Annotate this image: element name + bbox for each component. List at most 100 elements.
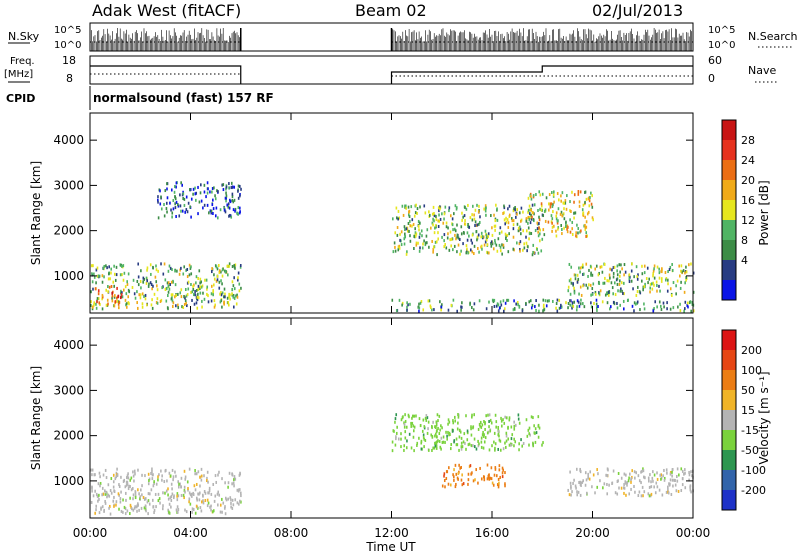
echo-cell (205, 278, 208, 282)
echo-cell (573, 286, 575, 290)
echo-cell (100, 506, 102, 510)
colorbar-swatch (722, 200, 736, 221)
echo-cell (396, 425, 398, 429)
echo-cell (512, 219, 515, 223)
echo-cell (447, 430, 449, 434)
echo-cell (483, 207, 485, 211)
echo-cell (195, 472, 198, 476)
echo-cell (434, 425, 436, 429)
echo-cell (168, 471, 171, 475)
echo-cell (404, 204, 406, 208)
echo-cell (91, 307, 94, 311)
echo-cell (398, 298, 401, 302)
echo-cell (456, 250, 458, 254)
echo-cell (175, 304, 177, 308)
echo-cell (236, 488, 239, 492)
echo-cell (423, 425, 426, 429)
echo-cell (589, 264, 592, 268)
echo-cell (146, 279, 149, 283)
echo-cell (206, 476, 208, 480)
echo-cell (412, 424, 415, 428)
echo-cell (585, 262, 588, 266)
echo-cell (503, 211, 505, 215)
echo-cell (214, 197, 217, 201)
echo-cell (220, 291, 222, 295)
velocity-echoes (90, 413, 694, 516)
echo-cell (584, 483, 587, 487)
echo-cell (621, 289, 623, 293)
echo-cell (124, 512, 127, 516)
echo-cell (591, 485, 593, 489)
echo-cell (435, 425, 437, 429)
echo-cell (499, 245, 502, 249)
echo-cell (531, 253, 534, 257)
echo-cell (133, 506, 136, 510)
echo-region (441, 463, 506, 489)
echo-cell (433, 231, 436, 235)
echo-cell (494, 238, 496, 242)
echo-cell (164, 278, 167, 282)
echo-cell (137, 488, 139, 492)
echo-cell (143, 277, 145, 281)
echo-cell (541, 192, 544, 196)
echo-cell (461, 218, 463, 222)
echo-cell (485, 213, 487, 217)
echo-cell (562, 201, 565, 205)
echo-cell (212, 293, 214, 297)
echo-cell (469, 464, 472, 468)
echo-cell (240, 494, 242, 498)
echo-cell (445, 476, 448, 480)
echo-cell (183, 203, 186, 207)
echo-cell (494, 442, 497, 446)
time-tick-label: 12:00 (374, 526, 409, 540)
echo-cell (403, 421, 405, 425)
echo-cell (145, 276, 148, 280)
echo-cell (213, 499, 216, 503)
echo-cell (656, 471, 658, 475)
echo-cell (482, 434, 485, 438)
echo-cell (477, 233, 480, 237)
echo-cell (400, 230, 403, 234)
echo-cell (491, 226, 493, 230)
echo-cell (564, 201, 567, 205)
echo-cell (103, 264, 106, 268)
echo-cell (199, 277, 202, 281)
echo-cell (629, 472, 631, 476)
echo-cell (536, 227, 539, 231)
echo-cell (674, 483, 677, 487)
colorbar-tick-label: 16 (741, 194, 755, 207)
echo-cell (417, 219, 420, 223)
echo-cell (456, 233, 459, 237)
echo-cell (141, 473, 143, 477)
echo-cell (577, 227, 580, 231)
echo-cell (187, 486, 189, 490)
echo-cell (228, 292, 230, 296)
echo-cell (502, 447, 505, 451)
echo-cell (504, 484, 506, 488)
echo-cell (486, 463, 489, 467)
echo-cell (569, 299, 571, 303)
echo-cell (652, 309, 655, 313)
echo-cell (480, 244, 483, 248)
echo-cell (222, 295, 225, 299)
echo-cell (166, 182, 168, 186)
echo-cell (533, 203, 536, 207)
echo-cell (190, 290, 192, 294)
echo-cell (538, 222, 540, 226)
echo-cell (163, 480, 166, 484)
echo-cell (217, 503, 219, 507)
echo-cell (527, 210, 529, 214)
echo-cell (581, 265, 583, 269)
echo-cell (551, 225, 554, 229)
echo-cell (466, 431, 469, 435)
echo-cell (195, 301, 198, 305)
echo-cell (494, 224, 497, 228)
echo-cell (394, 417, 397, 421)
echo-cell (484, 204, 487, 208)
echo-cell (216, 267, 219, 271)
echo-cell (237, 184, 240, 188)
echo-cell (573, 200, 575, 204)
echo-cell (587, 274, 589, 278)
time-tick-label: 00:00 (676, 526, 711, 540)
echo-cell (567, 225, 569, 229)
